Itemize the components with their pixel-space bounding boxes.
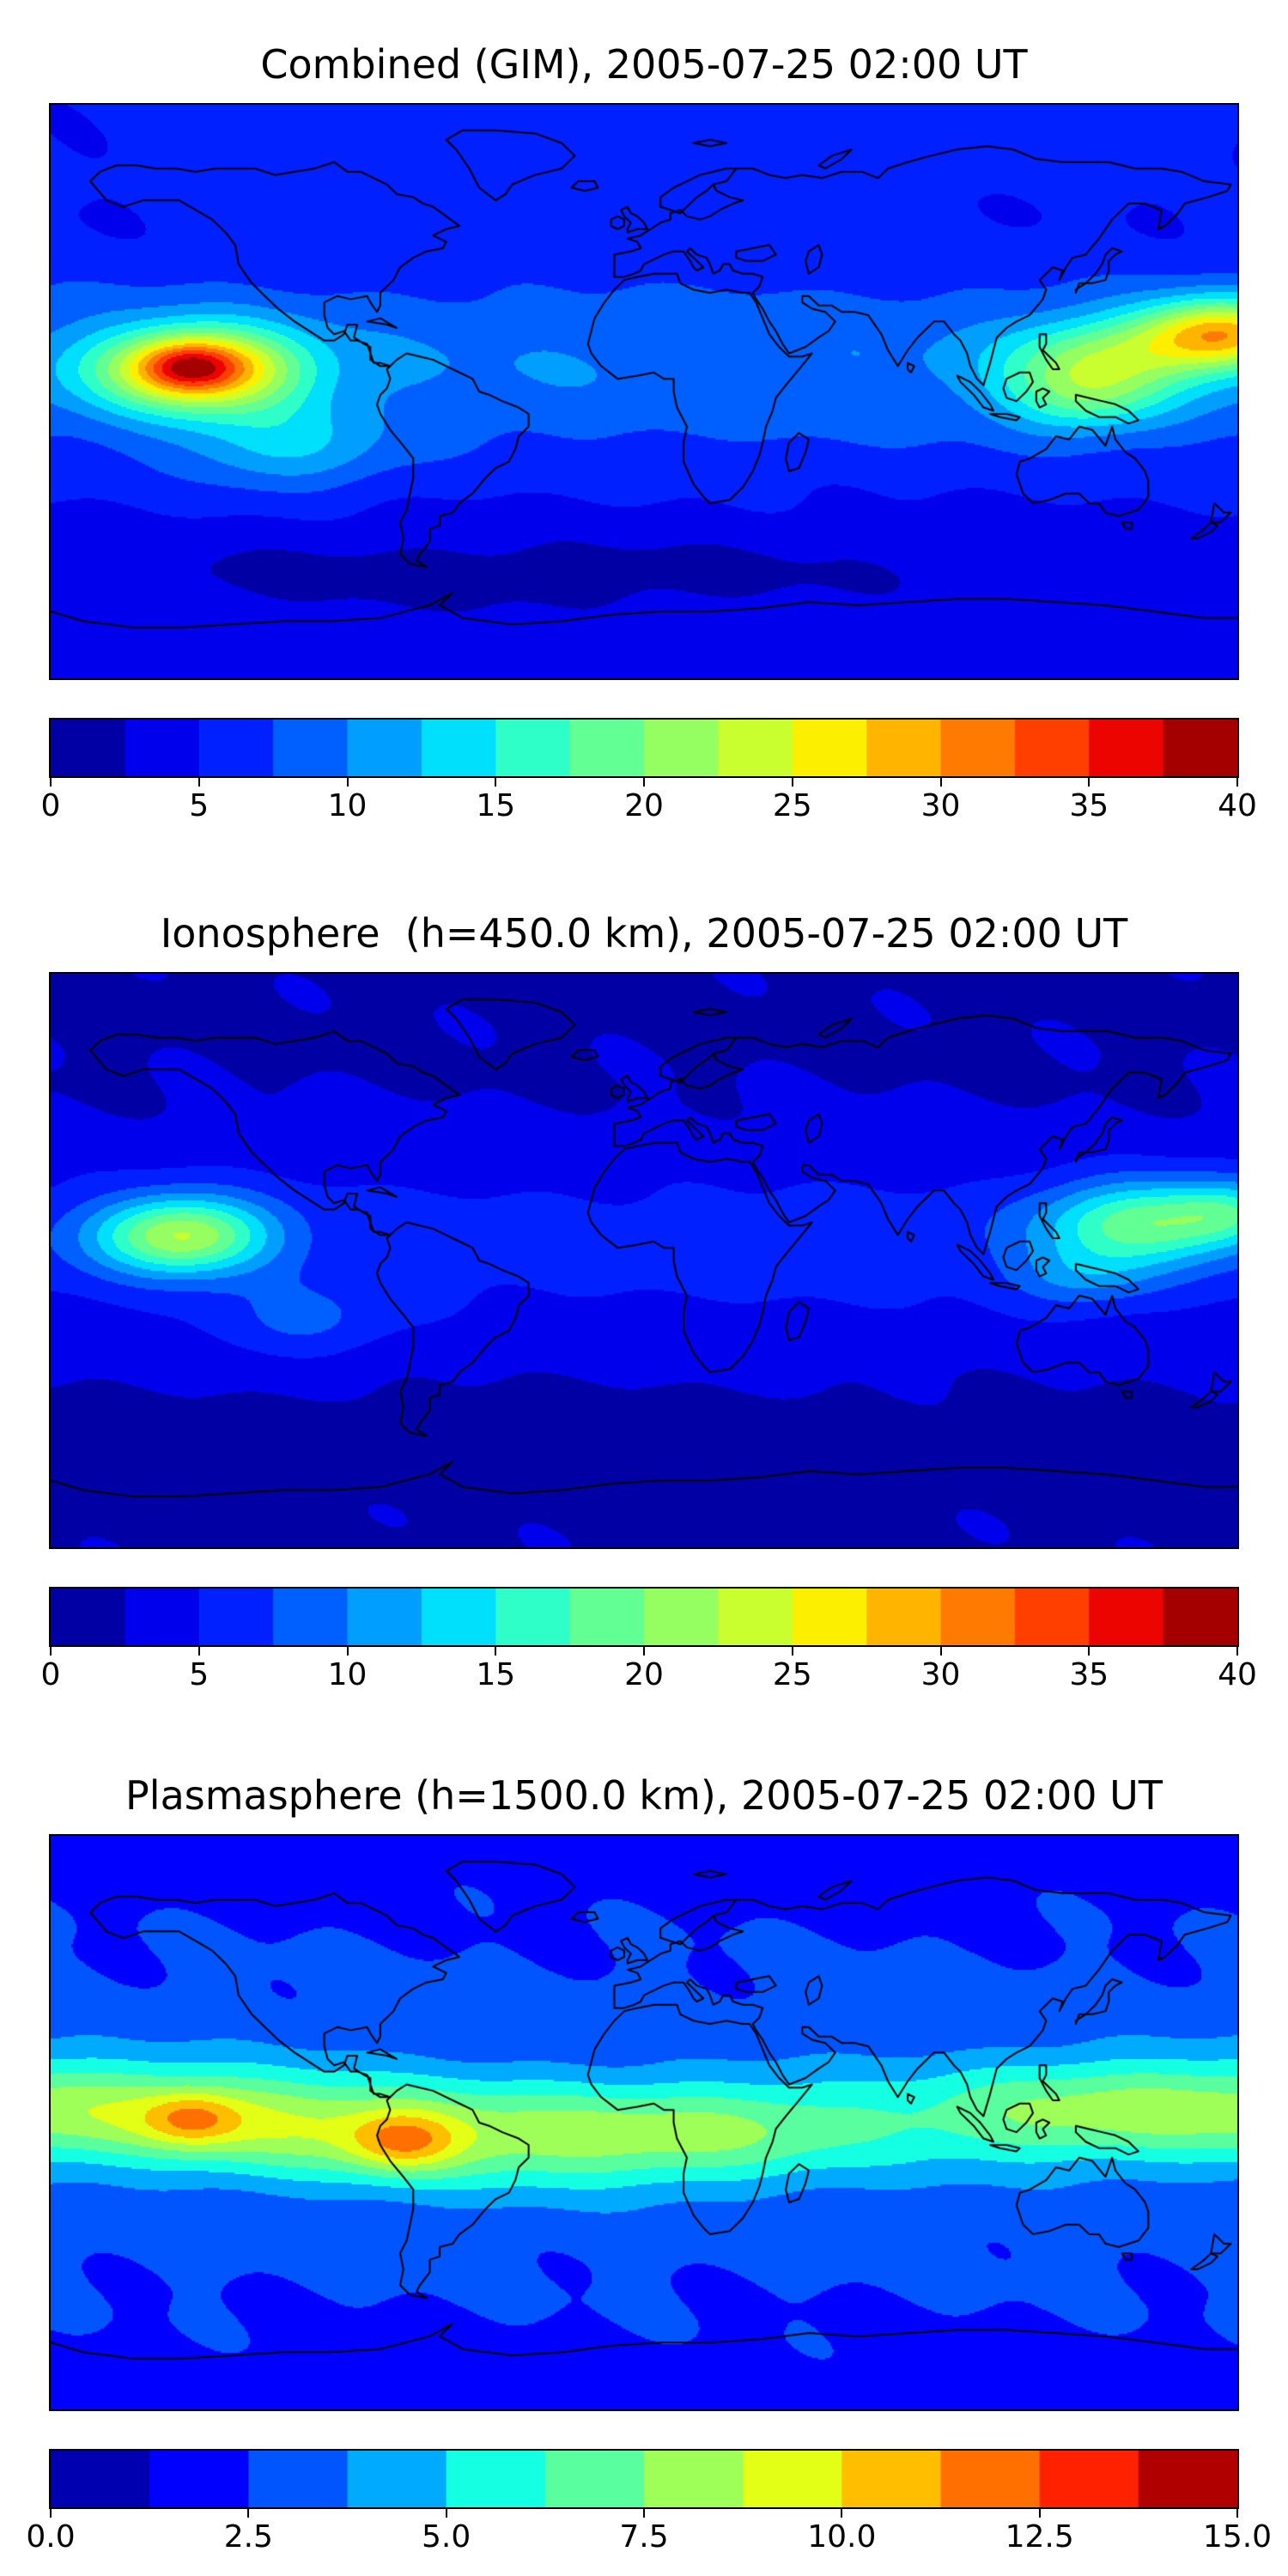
colorbar-tick-label: 7.5 (619, 2519, 669, 2555)
map-canvas-ionosphere (51, 974, 1237, 1547)
panel-title-plasmasphere: Plasmasphere (h=1500.0 km), 2005-07-25 0… (125, 1772, 1163, 1819)
colorbar-tick-label: 20 (624, 1657, 664, 1692)
colorbar-tick-mark (791, 778, 793, 787)
colorbar-plasmasphere (49, 2449, 1239, 2509)
colorbar-tick-mark (445, 2509, 447, 2518)
world-map-plasmasphere (49, 1834, 1239, 2411)
colorbar-ticks-ionosphere: 0 5 10 15 20 25 30 35 40 (41, 1647, 1257, 1695)
panel-combined-gim: Combined (GIM), 2005-07-25 02:00 UT 0 5 10… (0, 0, 1288, 826)
colorbar-tick-mark (643, 778, 645, 787)
colorbar-tick-label: 25 (772, 788, 812, 823)
colorbar-tick-mark (197, 778, 200, 787)
colorbar-tick-mark (1038, 2509, 1041, 2518)
colorbar-tick-mark (495, 1647, 497, 1656)
panel-title-combined: Combined (GIM), 2005-07-25 02:00 UT (260, 41, 1028, 88)
colorbar-tick-mark (247, 2509, 250, 2518)
colorbar-tick-mark (197, 1647, 200, 1656)
panel-ionosphere: Ionosphere (h=450.0 km), 2005-07-25 02:0… (0, 826, 1288, 1695)
colorbar-tick-mark (1236, 778, 1238, 787)
colorbar-combined (49, 718, 1239, 778)
colorbar-tick-mark (346, 778, 349, 787)
colorbar-tick-mark (643, 1647, 645, 1656)
colorbar-tick-label: 35 (1069, 788, 1109, 823)
map-canvas-plasmasphere (51, 1836, 1237, 2409)
colorbar-tick-label: 5.0 (422, 2519, 471, 2555)
colorbar-tick-mark (50, 778, 52, 787)
colorbar-canvas-ionosphere (51, 1589, 1237, 1645)
colorbar-canvas-plasmasphere (51, 2451, 1237, 2507)
colorbar-tick-label: 30 (920, 1657, 961, 1692)
colorbar-tick-label: 2.5 (223, 2519, 273, 2555)
colorbar-tick-label: 25 (772, 1657, 812, 1692)
colorbar-tick-mark (1236, 2509, 1238, 2518)
colorbar-tick-mark (841, 2509, 843, 2518)
colorbar-tick-label: 10 (327, 788, 368, 823)
colorbar-tick-mark (50, 1647, 52, 1656)
colorbar-tick-mark (1236, 1647, 1238, 1656)
colorbar-tick-mark (495, 778, 497, 787)
colorbar-tick-mark (939, 1647, 942, 1656)
colorbar-tick-label: 35 (1069, 1657, 1109, 1692)
colorbar-tick-mark (50, 2509, 52, 2518)
world-map-ionosphere (49, 972, 1239, 1549)
colorbar-ionosphere (49, 1587, 1239, 1647)
panel-plasmasphere: Plasmasphere (h=1500.0 km), 2005-07-25 0… (0, 1695, 1288, 2557)
colorbar-ticks-plasmasphere: 0.0 2.5 5.0 7.5 10.0 12.5 15.0 (26, 2509, 1272, 2557)
colorbar-tick-label: 5 (189, 1657, 210, 1692)
colorbar-tick-label: 0.0 (26, 2519, 76, 2555)
colorbar-tick-label: 15 (476, 1657, 516, 1692)
world-map-combined (49, 103, 1239, 680)
colorbar-tick-mark (346, 1647, 349, 1656)
colorbar-tick-label: 40 (1218, 1657, 1257, 1692)
colorbar-tick-label: 20 (624, 788, 664, 823)
colorbar-tick-mark (791, 1647, 793, 1656)
colorbar-tick-mark (1088, 778, 1091, 787)
map-canvas-combined (51, 105, 1237, 678)
colorbar-tick-mark (939, 778, 942, 787)
colorbar-tick-mark (1088, 1647, 1091, 1656)
colorbar-tick-label: 0 (40, 788, 61, 823)
colorbar-tick-mark (643, 2509, 645, 2518)
panel-title-ionosphere: Ionosphere (h=450.0 km), 2005-07-25 02:0… (160, 910, 1128, 957)
colorbar-tick-label: 40 (1218, 788, 1257, 823)
colorbar-tick-label: 10.0 (807, 2519, 877, 2555)
colorbar-tick-label: 12.5 (1005, 2519, 1074, 2555)
colorbar-tick-label: 30 (920, 788, 961, 823)
colorbar-tick-label: 15.0 (1202, 2519, 1273, 2555)
colorbar-tick-label: 5 (189, 788, 210, 823)
colorbar-canvas-combined (51, 720, 1237, 776)
colorbar-tick-label: 15 (476, 788, 516, 823)
colorbar-tick-label: 0 (40, 1657, 61, 1692)
colorbar-ticks-combined: 0 5 10 15 20 25 30 35 40 (41, 778, 1257, 826)
colorbar-tick-label: 10 (327, 1657, 368, 1692)
